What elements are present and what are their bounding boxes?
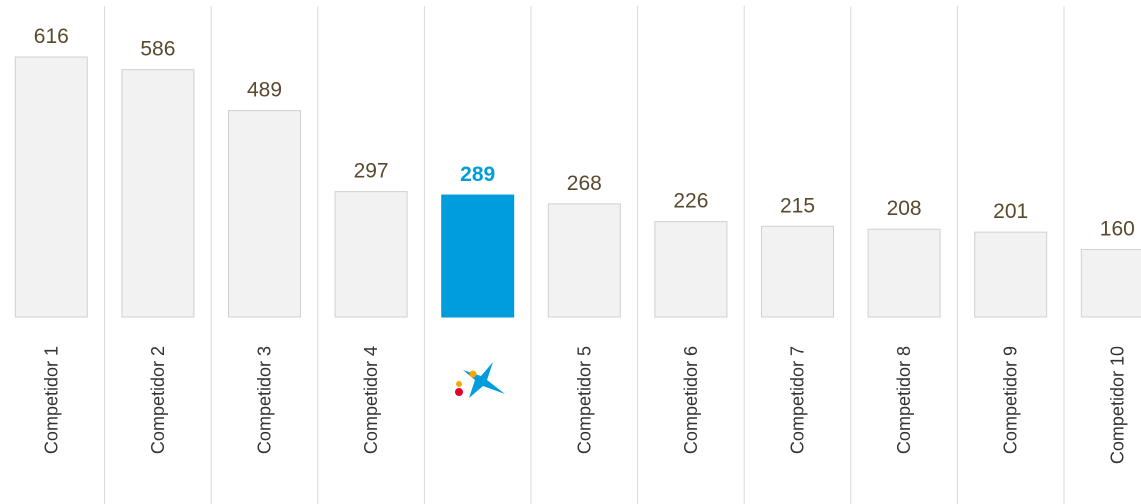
x-tick-label: Competidor 10: [1107, 346, 1127, 464]
bar: [867, 228, 941, 318]
value-label: 616: [34, 25, 69, 48]
x-tick-label: Competidor 8: [894, 346, 914, 454]
value-label: 160: [1100, 217, 1135, 240]
value-label: 226: [673, 190, 708, 213]
value-label: 297: [354, 160, 389, 183]
x-tick-label: Competidor 5: [574, 346, 594, 454]
value-label: 208: [887, 197, 922, 220]
bar: [228, 110, 301, 318]
x-tick-label: Competidor 4: [361, 346, 381, 454]
bar: [121, 69, 195, 318]
value-label: 201: [993, 200, 1028, 223]
x-tick-label: Competidor 3: [255, 346, 275, 454]
x-tick-label: Competidor 9: [1001, 346, 1021, 454]
logo-dot: [469, 370, 477, 378]
value-label: 586: [140, 38, 175, 61]
x-tick-label: Competidor 2: [148, 346, 168, 454]
value-label: 289: [460, 163, 495, 186]
logo-star: [463, 362, 505, 398]
value-label: 268: [567, 172, 602, 195]
bar: [441, 194, 515, 318]
value-label: 215: [780, 194, 815, 217]
bar: [654, 221, 728, 318]
logo-dot: [455, 388, 463, 396]
bar: [1080, 248, 1141, 318]
value-label: 489: [247, 79, 282, 102]
bar: [547, 203, 621, 318]
bar: [974, 231, 1048, 318]
bar: [14, 56, 88, 318]
logo-dot: [456, 381, 462, 387]
x-tick-label: Competidor 7: [788, 346, 808, 454]
bar: [334, 191, 408, 318]
bar: [761, 225, 834, 318]
x-tick-label: Competidor 6: [681, 346, 701, 454]
x-tick-label: Competidor 1: [41, 346, 61, 454]
brand-logo: [455, 362, 505, 398]
